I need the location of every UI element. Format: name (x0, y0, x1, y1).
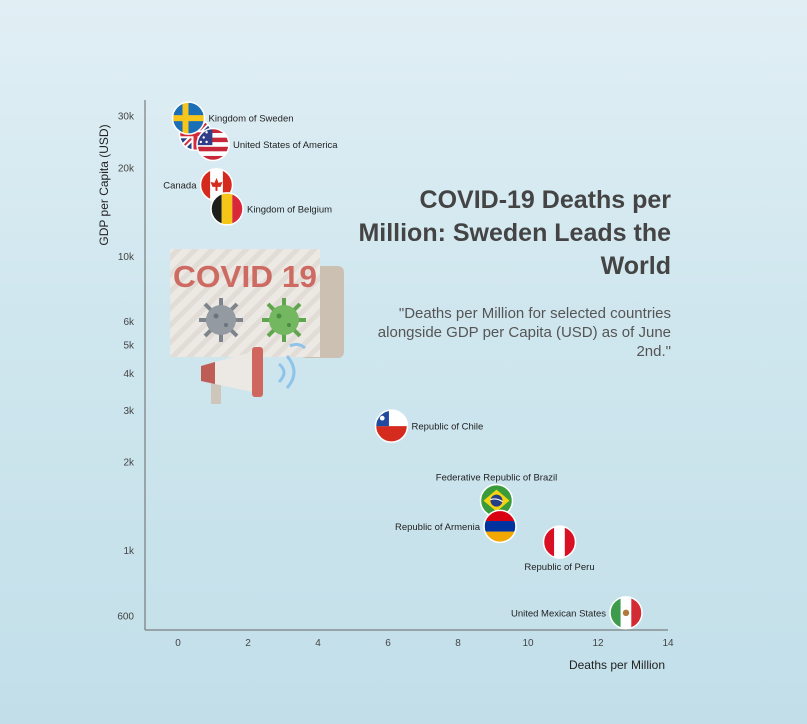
point-republic-of-peru: Republic of Peru (524, 525, 595, 573)
banner-board-icon (170, 249, 320, 357)
point-federative-republic-of-brazil: Federative Republic of Brazil (436, 473, 557, 518)
chart-subtitle: "Deaths per Million for selected countri… (377, 305, 671, 360)
x-tick-label: 0 (175, 638, 181, 649)
y-tick-label: 4k (123, 369, 135, 380)
armenia-flag-icon (483, 509, 517, 544)
mexico-flag-icon (609, 596, 643, 630)
point-kingdom-of-belgium: Kingdom of Belgium (210, 192, 332, 226)
virus-gray-icon (199, 298, 243, 342)
usa-flag-icon (196, 127, 230, 162)
y-tick-label: 1k (123, 546, 135, 557)
point-united-mexican-states: United Mexican States (511, 596, 643, 630)
x-axis-title: Deaths per Million (569, 658, 665, 672)
x-tick-label: 10 (522, 638, 534, 649)
y-tick-label: 30k (118, 112, 135, 123)
x-tick-label: 2 (245, 638, 251, 649)
point-label: Kingdom of Sweden (209, 114, 294, 125)
point-republic-of-chile: Republic of Chile (374, 409, 484, 443)
point-label: Canada (163, 180, 197, 191)
point-label: Republic of Chile (412, 422, 484, 433)
covid-megaphone-illustration: COVID 19 (170, 249, 344, 404)
y-tick-label: 3k (123, 406, 135, 417)
point-label: United Mexican States (511, 608, 606, 619)
y-tick-label: 10k (118, 252, 135, 263)
data-points: Kingdom of Sweden United States of Americ… (163, 101, 643, 630)
peru-flag-icon (542, 525, 577, 559)
point-label: Republic of Armenia (395, 522, 481, 533)
y-tick-label: 20k (118, 163, 135, 174)
point-label: Kingdom of Belgium (247, 204, 332, 215)
virus-green-icon (262, 298, 306, 342)
x-tick-label: 6 (385, 638, 391, 649)
chile-flag-icon (374, 409, 409, 443)
point-kingdom-of-sweden: Kingdom of Sweden (171, 101, 294, 135)
x-tick-label: 14 (662, 638, 674, 649)
belgium-flag-icon (210, 192, 244, 226)
y-tick-label: 5k (123, 341, 135, 352)
y-tick-label: 6k (123, 317, 135, 328)
y-axis-title: GDP per Capita (USD) (97, 124, 111, 245)
y-tick-label: 2k (123, 458, 135, 469)
x-tick-label: 4 (315, 638, 321, 649)
x-tick-label: 12 (592, 638, 604, 649)
covid-banner-text: COVID 19 (173, 259, 317, 294)
sweden-flag-icon (171, 101, 206, 135)
point-republic-of-armenia: Republic of Armenia (395, 509, 517, 544)
y-axis-ticks: 600 1k 2k 3k 4k 5k 6k 10k 20k 30k (117, 112, 135, 623)
megaphone-icon (201, 342, 306, 404)
y-tick-label: 600 (117, 612, 134, 623)
point-label: United States of America (233, 140, 338, 151)
chart-title: COVID-19 Deaths per Million: Sweden Lead… (358, 186, 671, 280)
x-axis-ticks: 0 2 4 6 8 10 12 14 (175, 638, 674, 649)
point-label: Federative Republic of Brazil (436, 473, 557, 484)
point-label: Republic of Peru (524, 562, 594, 573)
x-tick-label: 8 (455, 638, 461, 649)
brazil-flag-icon (479, 483, 514, 518)
point-united-states-of-america: United States of America (196, 127, 338, 162)
